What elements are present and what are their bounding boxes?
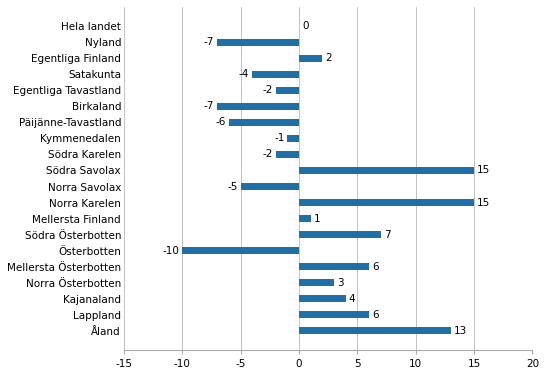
Bar [299,311,369,318]
Text: -2: -2 [262,149,272,159]
Bar [182,247,299,254]
Bar [299,263,369,270]
Bar [241,183,299,190]
Bar [299,231,381,238]
Bar [299,295,346,302]
Bar [287,135,299,142]
Text: -1: -1 [274,133,284,143]
Bar [252,71,299,78]
Text: -4: -4 [239,69,250,79]
Text: 2: 2 [325,53,332,63]
Text: 6: 6 [372,262,378,272]
Text: -10: -10 [162,246,179,256]
Bar [229,119,299,126]
Text: 15: 15 [477,165,490,176]
Text: -6: -6 [216,117,226,127]
Bar [299,215,311,222]
Bar [276,87,299,94]
Bar [299,55,322,62]
Bar [299,279,334,287]
Bar [299,167,474,174]
Bar [217,103,299,110]
Bar [276,151,299,158]
Text: 13: 13 [454,326,467,336]
Text: 6: 6 [372,310,378,320]
Text: 4: 4 [348,294,355,304]
Bar [299,199,474,206]
Text: 3: 3 [337,278,343,288]
Text: 1: 1 [313,214,320,224]
Text: -7: -7 [204,37,215,47]
Text: -2: -2 [262,85,272,95]
Text: 7: 7 [384,230,390,240]
Text: -7: -7 [204,101,215,111]
Bar [299,327,451,334]
Text: -5: -5 [227,182,238,191]
Text: 15: 15 [477,197,490,208]
Text: 0: 0 [302,21,308,31]
Bar [217,39,299,46]
